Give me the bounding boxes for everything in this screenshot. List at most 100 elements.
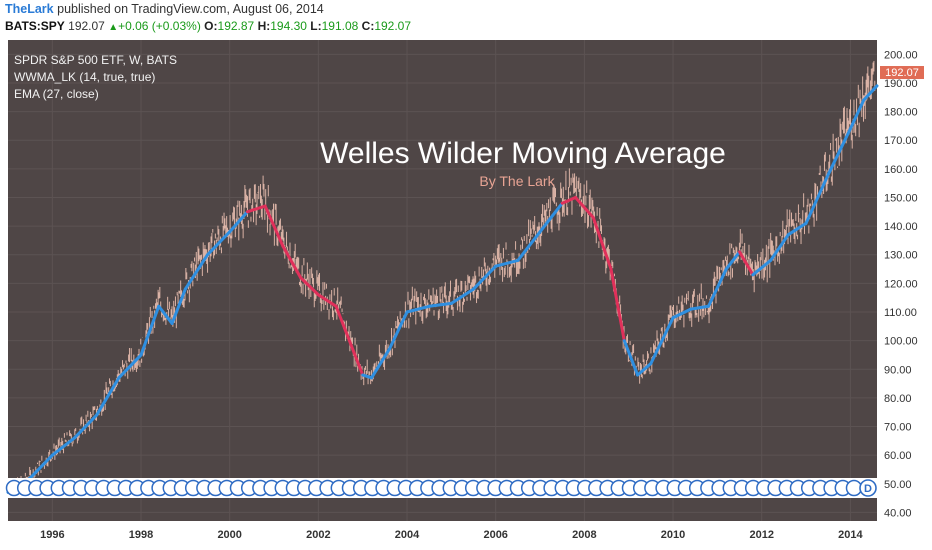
x-tick-label: 2004 bbox=[395, 529, 420, 541]
y-tick-label: 40.00 bbox=[884, 507, 912, 519]
x-tick-label: 2002 bbox=[306, 529, 330, 541]
ma-segment bbox=[370, 347, 391, 380]
ma-segment bbox=[263, 204, 285, 248]
publish-line: TheLark published on TradingView.com, Au… bbox=[5, 2, 324, 16]
y-tick-label: 100.00 bbox=[884, 336, 918, 348]
ma-segment bbox=[574, 195, 595, 220]
ma-segment bbox=[139, 304, 161, 357]
close-label: C: bbox=[361, 19, 375, 33]
ma-segment bbox=[427, 301, 453, 308]
ma-segment bbox=[848, 98, 866, 131]
ma-segment bbox=[689, 304, 711, 311]
ma-segment bbox=[804, 173, 830, 225]
dividend-marker-letter: D bbox=[864, 483, 872, 495]
ma-segment bbox=[769, 233, 790, 262]
ma-segment bbox=[516, 230, 542, 262]
ma-segment bbox=[724, 250, 742, 271]
ma-segment bbox=[636, 362, 653, 377]
ma-segment bbox=[299, 276, 320, 297]
x-tick-label: 2000 bbox=[217, 529, 241, 541]
x-tick-label: 2006 bbox=[483, 529, 507, 541]
ma-segment bbox=[361, 373, 374, 380]
open-label: O: bbox=[204, 19, 218, 33]
indicator-ema-label: EMA (27, close) bbox=[14, 87, 99, 101]
ma-segment bbox=[738, 250, 755, 277]
y-tick-label: 120.00 bbox=[884, 278, 918, 290]
y-tick-label: 200.00 bbox=[884, 49, 918, 61]
ma-segment bbox=[73, 413, 99, 440]
y-axis: 40.00 50.00 60.00 70.00 80.00 90.00 100.00 110.… bbox=[884, 49, 918, 519]
overlay-title: Welles Wilder Moving Average bbox=[320, 137, 726, 170]
ma-segment bbox=[157, 304, 174, 325]
chart-background[interactable] bbox=[8, 40, 877, 521]
ma-segment bbox=[449, 287, 476, 305]
ma-segment bbox=[95, 376, 121, 417]
overlay-subtitle: By The Lark bbox=[479, 173, 555, 189]
symbol: BATS:SPY bbox=[5, 19, 65, 33]
ma-segment bbox=[538, 201, 564, 234]
x-tick-label: 2010 bbox=[661, 529, 685, 541]
ma-segment bbox=[862, 84, 879, 102]
ma-segment bbox=[316, 293, 338, 308]
event-markers: D bbox=[5, 478, 877, 498]
ma-segment bbox=[334, 304, 356, 354]
ma-segment bbox=[245, 204, 267, 214]
y-tick-label: 50.00 bbox=[884, 479, 912, 491]
ma-segment bbox=[826, 127, 852, 177]
x-axis: 1996 1998 2000 2002 2004 2006 2008 2010 2012 2014 bbox=[40, 529, 863, 541]
y-tick-label: 80.00 bbox=[884, 393, 912, 405]
ma-segment bbox=[228, 210, 249, 234]
ma-segment bbox=[707, 267, 728, 308]
price-change: +0.06 (+0.03%) bbox=[118, 19, 201, 33]
ma-segment bbox=[50, 436, 77, 457]
ma-segment bbox=[206, 230, 232, 257]
y-tick-label: 60.00 bbox=[884, 450, 912, 462]
ma-segment bbox=[751, 258, 773, 277]
x-tick-label: 2008 bbox=[572, 529, 596, 541]
ma-segment bbox=[387, 310, 409, 351]
last-price: 192.07 bbox=[68, 19, 105, 33]
high-label: H: bbox=[257, 19, 271, 33]
x-tick-label: 1996 bbox=[40, 529, 64, 541]
high-value: 194.30 bbox=[270, 19, 307, 33]
close-value: 192.07 bbox=[374, 19, 412, 33]
y-tick-label: 140.00 bbox=[884, 221, 918, 233]
ma-segment bbox=[671, 307, 693, 320]
y-tick-label: 170.00 bbox=[884, 135, 918, 147]
quote-line: BATS:SPY 192.07 ▲+0.06 (+0.03%) O:192.87… bbox=[5, 19, 411, 33]
ma-segment bbox=[649, 316, 675, 366]
y-tick-label: 190.00 bbox=[884, 78, 918, 90]
y-tick-label: 150.00 bbox=[884, 192, 918, 204]
author-link[interactable]: TheLark bbox=[5, 2, 54, 16]
low-value: 191.08 bbox=[321, 19, 359, 33]
y-tick-label: 160.00 bbox=[884, 164, 918, 176]
ma-segment bbox=[560, 195, 578, 205]
y-tick-label: 90.00 bbox=[884, 364, 912, 376]
x-tick-label: 1998 bbox=[129, 529, 153, 541]
ma-segment bbox=[281, 244, 303, 280]
y-tick-label: 130.00 bbox=[884, 250, 918, 262]
x-tick-label: 2012 bbox=[749, 529, 773, 541]
indicator-wwma-label: WWMA_LK (14, true, true) bbox=[14, 70, 155, 84]
ma-segment bbox=[28, 453, 54, 480]
series-title: SPDR S&P 500 ETF, W, BATS bbox=[14, 53, 177, 67]
ma-segment bbox=[786, 221, 808, 237]
ma-segment bbox=[622, 339, 640, 377]
ma-segment bbox=[183, 253, 210, 291]
y-tick-label: 70.00 bbox=[884, 422, 912, 434]
ma-segment bbox=[472, 264, 498, 291]
open-value: 192.87 bbox=[217, 19, 255, 33]
ma-segment bbox=[352, 350, 365, 377]
ma-segment bbox=[170, 287, 187, 325]
published-text: published on TradingView.com, August 06,… bbox=[57, 2, 324, 16]
y-tick-label: 180.00 bbox=[884, 107, 918, 119]
ma-segment bbox=[117, 353, 143, 380]
ma-segment bbox=[591, 216, 613, 271]
dividend-marker-last[interactable] bbox=[859, 479, 877, 497]
y-tick-label: 110.00 bbox=[884, 307, 917, 319]
last-price-tag: 192.07 bbox=[880, 66, 924, 80]
last-price-tag-text: 192.07 bbox=[885, 67, 919, 79]
x-tick-label: 2014 bbox=[838, 529, 863, 541]
ma-segment bbox=[405, 304, 431, 314]
